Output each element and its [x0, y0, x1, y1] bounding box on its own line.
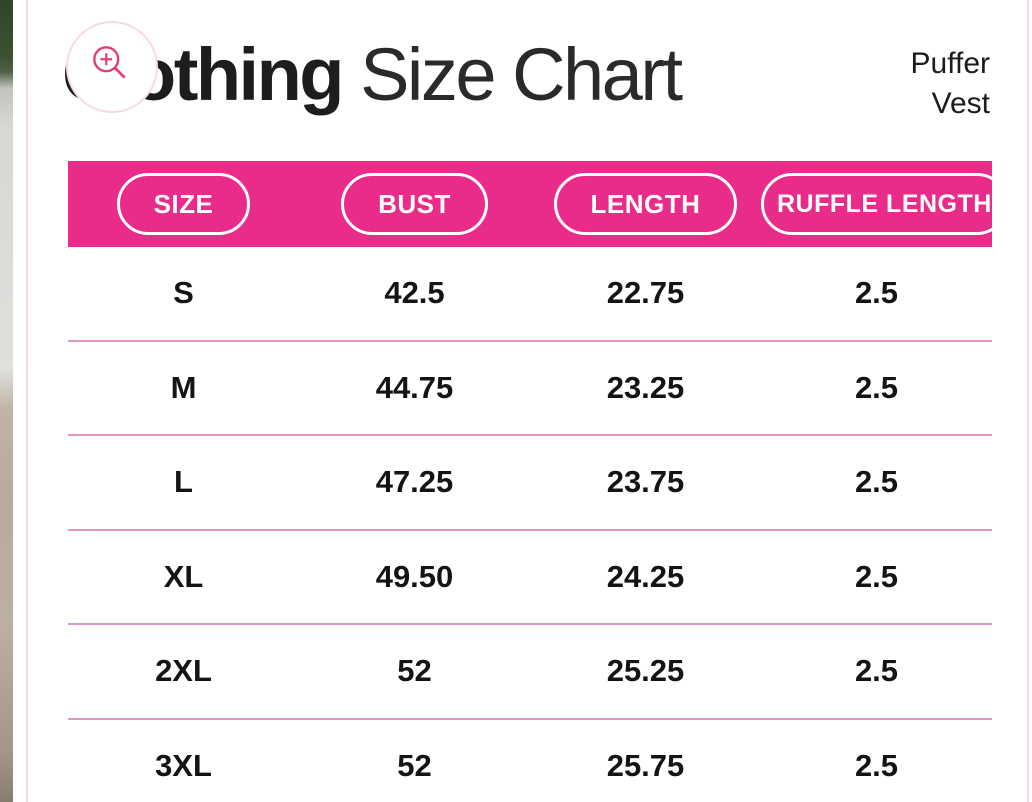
cell-length: 23.25	[606, 369, 685, 405]
cell-length: 25.25	[606, 653, 685, 689]
cell-ruffle-length: 2.5	[854, 558, 899, 594]
length-header-pill: LENGTH	[553, 173, 738, 235]
column-header-ruffle-length: RUFFLE LENGTH	[761, 173, 1008, 235]
cell-ruffle-length: 2.5	[854, 747, 899, 783]
column-header-bust: BUST	[299, 173, 530, 235]
table-header-row: SIZE BUST LENGTH RUFFLE LENGTH	[68, 161, 1008, 247]
table-row-s: S 42.5 22.75 2.5	[68, 247, 992, 342]
card-left-border	[26, 0, 28, 802]
cell-ruffle-length: 2.5	[854, 369, 899, 405]
column-header-size: SIZE	[68, 173, 299, 235]
cell-bust: 49.50	[375, 558, 454, 594]
cell-ruffle-length: 2.5	[854, 653, 899, 689]
cell-bust: 52	[397, 747, 432, 783]
table-row-2xl: 2XL 52 25.25 2.5	[68, 625, 992, 720]
size-chart-table: SIZE BUST LENGTH RUFFLE LENGTH S 42.5 22…	[68, 161, 1008, 802]
column-header-length: LENGTH	[530, 173, 761, 235]
cell-size: M	[170, 369, 197, 405]
cell-bust: 42.5	[384, 275, 445, 311]
background-photo-edge	[0, 0, 13, 802]
product-name-line1: Puffer	[910, 47, 991, 80]
ruffle-length-header-pill: RUFFLE LENGTH	[761, 173, 1008, 235]
cell-length: 22.75	[606, 275, 685, 311]
cell-size: S	[173, 275, 194, 311]
cell-bust: 47.25	[375, 464, 454, 500]
page-title-rest: Size Chart	[342, 33, 683, 116]
table-row-xl: XL 49.50 24.25 2.5	[68, 531, 992, 625]
cell-bust: 44.75	[375, 369, 454, 405]
cell-size: L	[174, 464, 193, 500]
card-right-border	[1027, 0, 1029, 802]
cell-length: 23.75	[606, 464, 685, 500]
cell-bust: 52	[397, 653, 432, 689]
zoom-button[interactable]	[66, 21, 158, 113]
table-row-m: M 44.75 23.25 2.5	[68, 342, 992, 436]
table-row-l: L 47.25 23.75 2.5	[68, 436, 992, 531]
magnifier-plus-icon	[87, 46, 137, 84]
cell-ruffle-length: 2.5	[854, 464, 899, 500]
size-header-pill: SIZE	[116, 173, 251, 235]
cell-length: 25.75	[606, 747, 685, 783]
cell-size: XL	[163, 558, 204, 594]
cell-size: 3XL	[155, 747, 212, 783]
table-row-3xl: 3XL 52 25.75 2.5	[68, 720, 992, 802]
bust-header-pill: BUST	[341, 173, 488, 235]
cell-length: 24.25	[606, 558, 685, 594]
product-name-line2: Vest	[931, 87, 990, 120]
cell-ruffle-length: 2.5	[854, 275, 899, 311]
cell-size: 2XL	[155, 653, 212, 689]
product-name: Puffer Vest	[911, 44, 991, 124]
